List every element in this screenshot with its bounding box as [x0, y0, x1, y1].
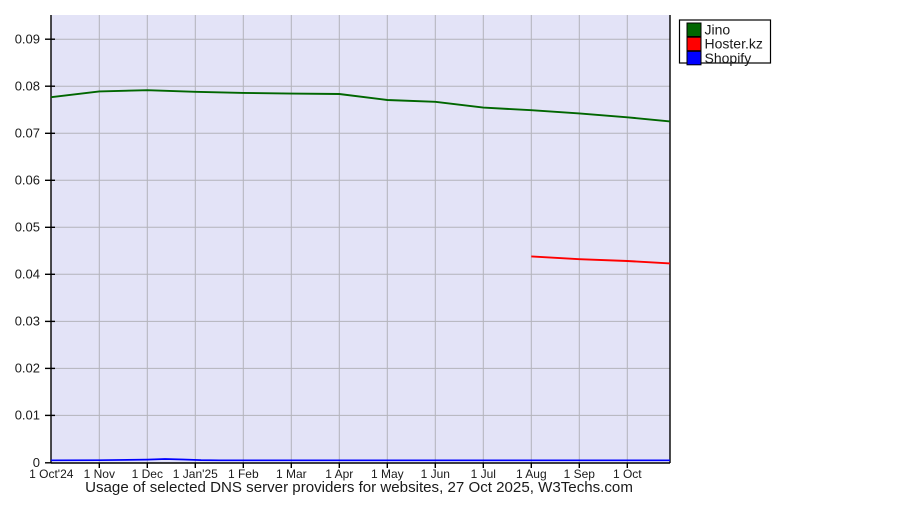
- svg-text:0.03: 0.03: [15, 314, 40, 329]
- svg-text:1 Oct'24: 1 Oct'24: [29, 467, 74, 481]
- svg-text:0.02: 0.02: [15, 361, 40, 376]
- svg-text:0.01: 0.01: [15, 408, 40, 423]
- svg-text:0.04: 0.04: [15, 267, 40, 282]
- svg-text:0.09: 0.09: [15, 32, 40, 47]
- svg-text:0.08: 0.08: [15, 79, 40, 94]
- svg-text:Shopify: Shopify: [705, 50, 752, 66]
- svg-text:Usage of selected DNS server p: Usage of selected DNS server providers f…: [85, 479, 633, 496]
- svg-text:0.05: 0.05: [15, 220, 40, 235]
- svg-text:0.06: 0.06: [15, 173, 40, 188]
- svg-text:0.07: 0.07: [15, 126, 40, 141]
